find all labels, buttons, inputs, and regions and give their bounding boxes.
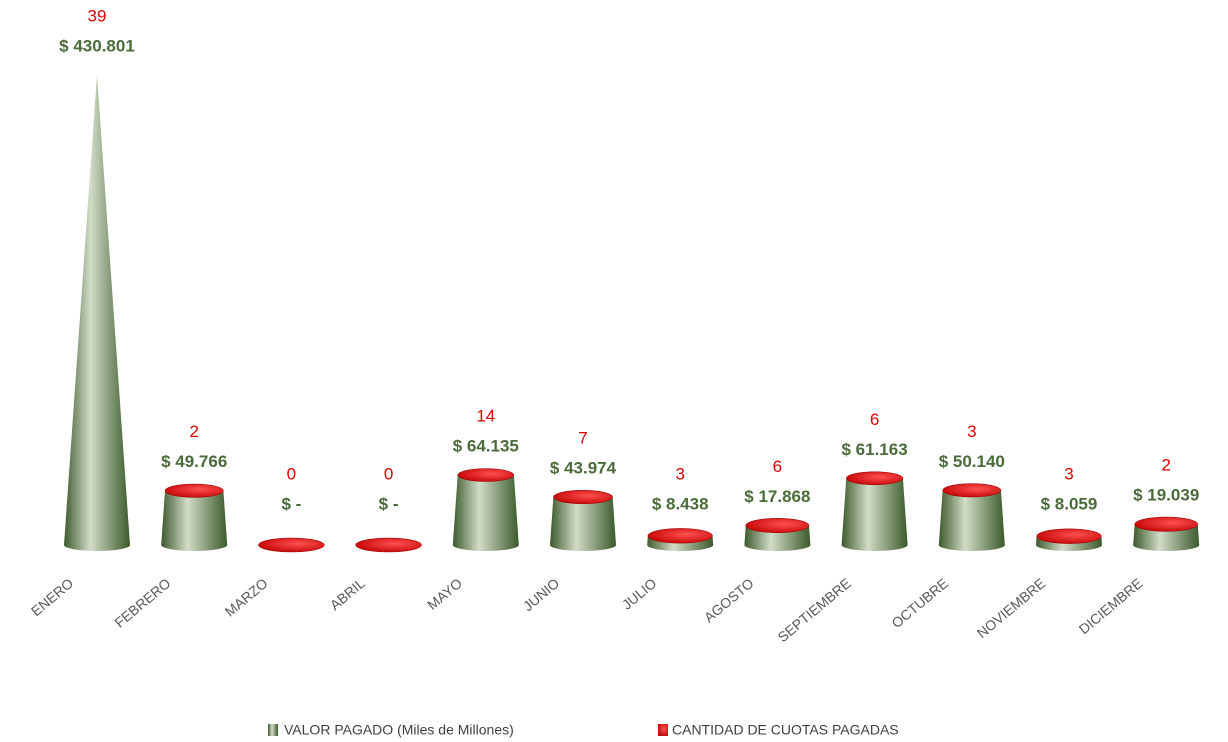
x-tick-label: MAYO [424, 575, 465, 613]
count-label: 7 [578, 429, 587, 448]
value-label: $ 19.039 [1133, 486, 1199, 505]
value-label: $ - [281, 494, 301, 513]
x-tick-label: NOVIEMBRE [974, 575, 1049, 641]
value-label: $ 61.163 [842, 440, 908, 459]
cone-top [355, 537, 422, 553]
count-label: 14 [476, 407, 495, 426]
cone-top [457, 468, 515, 482]
cone-top [846, 471, 904, 486]
count-label: 6 [773, 457, 782, 476]
cone [841, 478, 908, 551]
value-label: $ 64.135 [453, 437, 519, 456]
cone-top [942, 483, 1002, 498]
cone-top [745, 518, 810, 533]
cone-top [553, 489, 613, 505]
legend-swatch [658, 724, 668, 736]
count-label: 2 [1161, 456, 1170, 475]
x-tick-label: OCTUBRE [888, 575, 951, 631]
cone [452, 475, 519, 551]
x-tick-label: SEPTIEMBRE [774, 575, 853, 645]
x-tick-label: MARZO [222, 575, 271, 620]
x-tick-label: JULIO [619, 575, 660, 613]
x-tick-label: JUNIO [520, 575, 563, 614]
count-label: 0 [287, 464, 296, 483]
count-label: 0 [384, 464, 393, 483]
count-label: 6 [870, 410, 879, 429]
x-tick-label: FEBRERO [111, 575, 173, 631]
cone-top [164, 483, 224, 498]
count-label: 3 [967, 422, 976, 441]
legend-label: CANTIDAD DE CUOTAS PAGADAS [672, 722, 899, 738]
cone-top [1036, 528, 1102, 544]
x-tick-label: AGOSTO [701, 575, 757, 626]
value-label: $ 43.974 [550, 459, 617, 478]
count-label: 3 [675, 464, 684, 483]
value-label: $ 49.766 [161, 452, 227, 471]
cone [64, 75, 130, 551]
count-label: 3 [1064, 464, 1073, 483]
cone-top [647, 528, 713, 544]
legend-label: VALOR PAGADO (Miles de Millones) [284, 722, 514, 738]
x-tick-label: ENERO [28, 575, 77, 619]
cone [1133, 524, 1200, 551]
cone [161, 490, 228, 551]
value-label: $ 430.801 [59, 36, 135, 55]
value-label: $ 17.868 [744, 487, 810, 506]
value-label: $ 8.438 [652, 494, 709, 513]
legend-swatch [268, 724, 278, 736]
cone [938, 490, 1005, 551]
value-label: $ 50.140 [939, 452, 1005, 471]
value-label: $ - [379, 494, 399, 513]
value-label: $ 8.059 [1041, 494, 1098, 513]
x-tick-label: ABRIL [327, 575, 368, 613]
cone-top [1134, 516, 1198, 532]
count-label: 2 [189, 422, 198, 441]
count-label: 39 [88, 6, 107, 25]
cone-top [258, 537, 325, 553]
x-tick-label: DICIEMBRE [1076, 575, 1146, 637]
cone [550, 497, 616, 551]
